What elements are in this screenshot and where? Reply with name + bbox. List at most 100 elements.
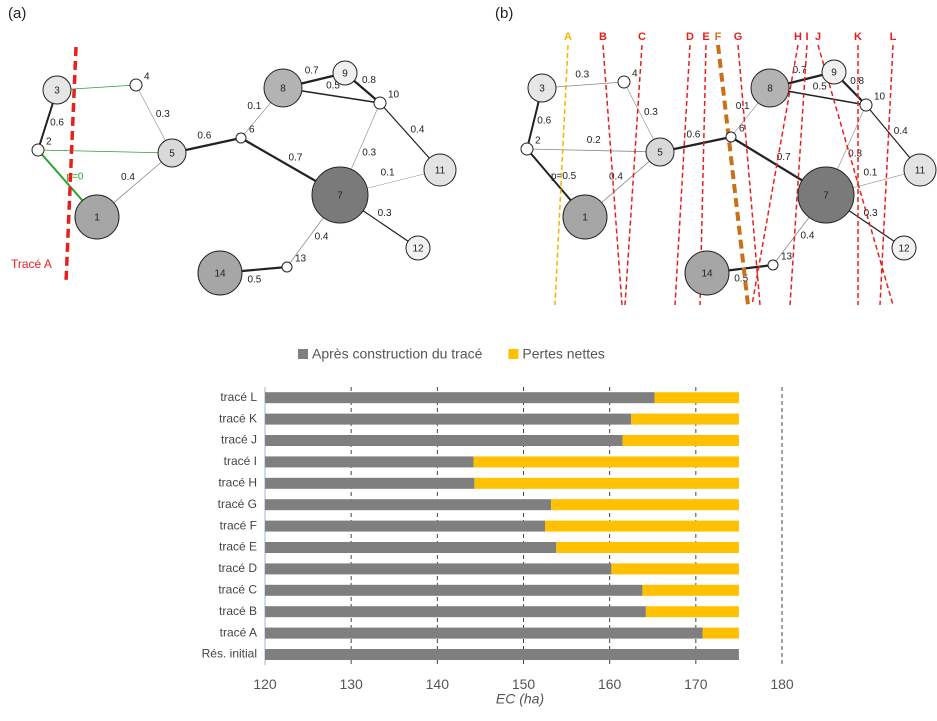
bar-segment: [265, 520, 546, 532]
node-label: 9: [831, 68, 837, 79]
y-tick-label: tracé B: [219, 604, 257, 618]
trace-label: D: [686, 31, 694, 43]
x-tick-label: 150: [512, 676, 536, 692]
x-tick-label: 120: [253, 676, 277, 692]
edge-label: 0.4: [801, 231, 815, 242]
trace-label: F: [715, 31, 722, 43]
node-label: 14: [701, 269, 713, 280]
bar-segment: [265, 563, 612, 575]
edge-label: 0.1: [736, 101, 750, 112]
edge-label: 0.6: [537, 116, 551, 127]
node-label: 12: [412, 244, 424, 255]
edge-label: 0.7: [793, 65, 807, 76]
node-label: 5: [169, 149, 175, 160]
node-label: 7: [337, 191, 343, 202]
x-tick-label: 180: [770, 676, 794, 692]
node: [405, 235, 431, 261]
edge-label: p=0.5: [551, 171, 577, 182]
y-tick-label: tracé F: [220, 518, 257, 532]
node-label: 11: [915, 166, 926, 177]
edge-label: 0.5: [326, 80, 340, 91]
edge-label: 0.4: [121, 172, 135, 183]
node: [129, 78, 143, 92]
edge: [526, 148, 661, 153]
node: [767, 259, 779, 271]
y-tick-label: tracé H: [218, 475, 257, 489]
bar-segment: [265, 435, 623, 446]
node-label: 1: [582, 213, 588, 224]
node: [797, 166, 855, 224]
bar-segment: [545, 520, 739, 532]
node-label: 8: [280, 84, 286, 95]
trace-label: I: [805, 31, 808, 43]
edge-label: 0.3: [644, 107, 658, 118]
edge-label: 0.5: [247, 275, 261, 286]
node-label: 4: [144, 72, 150, 83]
edge-label: 0.3: [575, 70, 589, 81]
y-tick-label: tracé E: [219, 540, 257, 554]
bar-segment: [622, 435, 739, 446]
node-label: 13: [781, 252, 793, 263]
legend-swatch: [298, 349, 308, 359]
edge-label: 0.4: [894, 126, 908, 137]
trace-label: H: [794, 31, 802, 43]
node: [891, 235, 917, 261]
bar-segment: [265, 542, 557, 553]
bar-segment: [265, 649, 739, 660]
bar-segment: [474, 477, 739, 489]
edge-label: p=0: [67, 172, 84, 183]
edge-label: 0.7: [777, 152, 791, 163]
trace-line: [789, 44, 808, 306]
trace-label: A: [564, 31, 572, 43]
y-tick-label: tracé A: [220, 625, 257, 639]
bar-segment: [265, 413, 632, 425]
edge-label: 0.3: [378, 208, 392, 219]
node: [281, 261, 293, 273]
trace-line: [817, 44, 894, 306]
bar-segment: [642, 584, 739, 596]
trace-line: [554, 44, 569, 306]
node-label: 2: [46, 137, 52, 148]
edge-label: 0.2: [587, 135, 601, 146]
edge-label: 0.4: [315, 232, 329, 243]
bar-segment: [556, 542, 739, 553]
edge-label: 0.1: [381, 167, 395, 178]
y-tick-label: tracé L: [220, 390, 257, 404]
edge: [37, 149, 173, 154]
network-diagram: 0.6p=0.50.20.30.30.40.60.10.70.70.5 0.80.…: [520, 31, 937, 306]
trace-line: [751, 44, 799, 306]
edge-label: 0.7: [305, 65, 319, 76]
bar-segment: [265, 456, 474, 468]
edge-label: 0.4: [609, 172, 623, 183]
node: [903, 153, 937, 187]
edge-label: 0.3: [848, 149, 862, 160]
node: [74, 194, 120, 240]
x-tick-label: 160: [598, 676, 622, 692]
node: [684, 250, 730, 296]
trace-label: J: [815, 31, 821, 43]
y-tick-label: tracé G: [218, 497, 257, 511]
bar-segment: [265, 499, 552, 511]
node: [562, 194, 608, 240]
node: [263, 68, 303, 108]
legend-label: Après construction du tracé: [312, 346, 483, 362]
node: [31, 143, 45, 157]
y-tick-label: Rés. initial: [202, 647, 257, 661]
edge-label: 0.6: [50, 118, 64, 129]
x-axis-title: EC (ha): [496, 691, 544, 707]
trace-line: [602, 44, 623, 306]
network-diagram: 0.6 p=0 0.3 0.4 0.6 0.1 0.7 0.7 0.5 0.8 0.3 0.4 0.1 0…: [31, 46, 457, 296]
trace-line: [879, 44, 894, 306]
bar-segment: [654, 392, 739, 404]
node-label: 6: [739, 124, 745, 135]
trace-label: C: [638, 31, 646, 43]
node-label: 12: [898, 244, 910, 255]
edge-label: 0.3: [156, 109, 170, 120]
trace-label: L: [890, 31, 897, 43]
node-label: 11: [435, 166, 446, 177]
edge-label: 0.6: [197, 130, 211, 141]
node: [42, 75, 72, 105]
node-label: 10: [388, 90, 400, 101]
trace-line: [716, 44, 750, 306]
trace-line: [737, 44, 761, 306]
